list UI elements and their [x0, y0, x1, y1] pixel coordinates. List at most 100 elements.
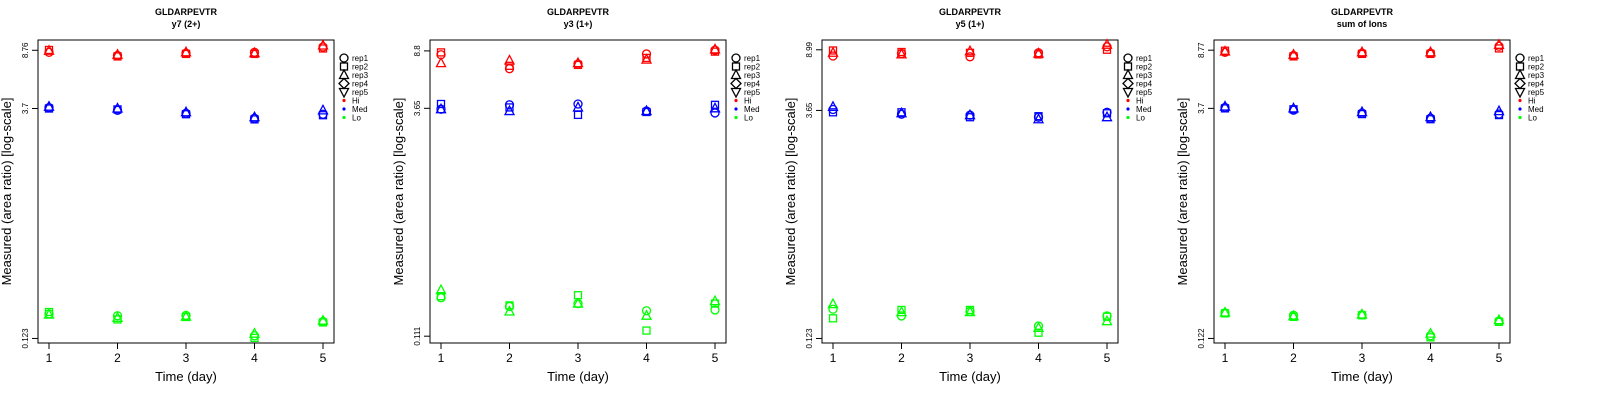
data-point-lo-day1-rep3 [827, 297, 839, 309]
legend-label-rep1: rep1 [1136, 54, 1153, 63]
legend-dot-lo [1518, 115, 1522, 120]
legend-label-rep2: rep2 [352, 63, 369, 72]
chart-panel-4: GLDARPEVTR sum of Ions 1 2 3 4 5 8.77 3.7 0.122 Ti… [1175, 7, 1545, 384]
x-tick-label: 2 [898, 351, 905, 365]
legend-label-hi: Hi [1528, 97, 1536, 106]
series-lo [43, 307, 329, 343]
legend-dot-med [1518, 107, 1522, 111]
data-point-lo-day5-rep3 [709, 294, 721, 306]
data-point-hi-day4-rep3 [248, 46, 261, 58]
data-point-med-day3-rep3 [180, 105, 192, 117]
data-point-med-day3-rep3 [1356, 105, 1368, 117]
x-tick-label: 3 [1359, 351, 1366, 365]
legend-dot-lo [342, 115, 346, 120]
data-point-hi-day3-rep3 [572, 56, 584, 68]
data-point-med-day1-rep3 [1219, 100, 1231, 111]
legend-symbol-rep1 [1123, 53, 1133, 63]
legend-symbol-rep4 [1514, 77, 1526, 90]
data-point-med-day4-rep3 [1032, 112, 1045, 124]
chart-subtitle: y5 (1+) [956, 19, 985, 29]
legend-dot-med [734, 107, 738, 111]
data-point-lo-day5-rep3 [1101, 314, 1113, 326]
data-point-lo-day5-rep1 [710, 305, 720, 315]
series-hi [435, 43, 721, 74]
legend-label-rep1: rep1 [744, 54, 761, 63]
chart-title: GLDARPEVTR [547, 7, 610, 17]
data-point-med-day3-rep3 [964, 108, 976, 120]
chart-subtitle: y7 (2+) [172, 19, 201, 29]
data-point-med-day5-rep2 [1102, 109, 1112, 118]
data-point-lo-day4-rep2 [250, 333, 259, 343]
x-tick-label: 5 [320, 351, 327, 365]
data-point-lo-day4-rep1 [641, 306, 652, 316]
data-point-med-day1-rep2 [828, 108, 838, 117]
data-point-med-day5-rep3 [317, 103, 329, 115]
data-point-med-day5-rep3 [1493, 104, 1505, 116]
data-point-hi-day2-rep3 [503, 54, 516, 65]
data-point-lo-day2-rep3 [895, 305, 908, 317]
data-point-hi-day1-rep3 [827, 46, 839, 57]
x-axis-label: Time (day) [1331, 369, 1393, 384]
data-point-lo-day1-rep3 [1219, 306, 1231, 317]
x-tick-label: 2 [114, 351, 121, 365]
data-point-hi-day1-rep3 [43, 44, 55, 55]
data-point-med-day3-rep1 [573, 99, 583, 109]
legend-label-med: Med [744, 105, 760, 114]
data-point-lo-day3-rep3 [180, 310, 192, 321]
y-tick-label: 3.7 [21, 102, 30, 114]
legend-dot-hi [734, 98, 738, 103]
legend-symbol-rep1 [339, 53, 349, 63]
data-point-med-day1-rep3 [827, 100, 839, 111]
legend-label-rep5: rep5 [1528, 88, 1545, 97]
x-tick-label: 3 [575, 351, 582, 365]
legend-label-rep2: rep2 [1136, 63, 1153, 72]
legend-label-rep3: rep3 [744, 71, 761, 80]
data-point-lo-day1-rep3 [43, 308, 55, 319]
data-point-lo-day3-rep3 [964, 305, 976, 317]
x-tick-label: 4 [1427, 351, 1434, 365]
legend-dot-hi [1126, 98, 1130, 103]
x-axis-label: Time (day) [155, 369, 217, 384]
data-point-lo-day1-rep2 [436, 292, 446, 301]
legend-label-rep4: rep4 [1528, 80, 1545, 89]
data-point-hi-day4-rep3 [1032, 47, 1045, 58]
legend-symbol-rep4 [1122, 77, 1134, 90]
data-point-lo-day1-rep2 [828, 314, 838, 323]
data-point-lo-day2-rep2 [505, 301, 514, 310]
x-tick-label: 5 [1496, 351, 1503, 365]
data-point-lo-day2-rep3 [111, 311, 124, 322]
data-point-med-day1-rep2 [436, 99, 446, 109]
legend-label-rep3: rep3 [1528, 71, 1545, 80]
legend-symbol-rep5 [338, 87, 350, 99]
legend-symbol-rep1 [731, 53, 741, 63]
data-point-lo-day4-rep2 [642, 326, 651, 335]
data-point-med-day3-rep3 [572, 101, 584, 112]
legend-dot-med [342, 107, 346, 111]
series-hi [1219, 38, 1505, 61]
legend-symbol-rep4 [730, 77, 742, 90]
legend-label-rep2: rep2 [1528, 63, 1545, 72]
data-point-med-day2-rep3 [111, 102, 124, 113]
data-point-med-day3-rep2 [573, 110, 583, 120]
legend-symbol-rep5 [1122, 87, 1134, 99]
data-point-lo-day4-rep3 [1032, 321, 1045, 333]
data-point-hi-day4-rep3 [640, 53, 653, 64]
plot-frame [821, 39, 1119, 344]
data-point-lo-day4-rep3 [1424, 327, 1437, 338]
x-tick-label: 3 [967, 351, 974, 365]
legend-label-rep2: rep2 [744, 63, 761, 72]
legend-label-med: Med [1136, 105, 1152, 114]
data-point-hi-day2-rep3 [1287, 48, 1300, 59]
data-point-lo-day4-rep2 [1034, 328, 1043, 337]
data-point-hi-day1-rep2 [436, 48, 446, 57]
data-point-med-day2-rep3 [1287, 101, 1300, 113]
y-axis-label: Measured (area ratio) [log-scale] [1175, 98, 1190, 286]
series-lo [1219, 306, 1505, 342]
legend-symbol-rep3 [1514, 68, 1526, 80]
chart-title: GLDARPEVTR [1331, 7, 1394, 17]
series-med [827, 100, 1113, 124]
